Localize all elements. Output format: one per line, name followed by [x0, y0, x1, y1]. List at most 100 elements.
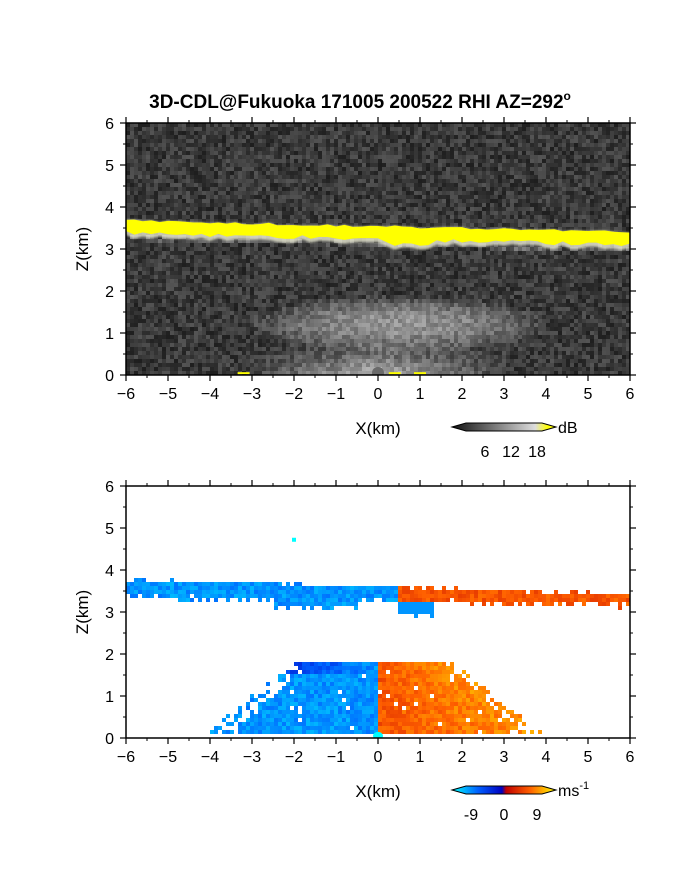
- backscatter-cell: [538, 271, 542, 275]
- backscatter-cell: [454, 207, 458, 211]
- backscatter-cell: [622, 195, 626, 199]
- backscatter-cell: [570, 263, 574, 267]
- backscatter-cell: [374, 135, 378, 139]
- backscatter-cell: [346, 187, 350, 191]
- backscatter-cell: [278, 259, 282, 263]
- backscatter-cell: [238, 151, 242, 155]
- backscatter-cell: [626, 127, 630, 131]
- backscatter-cell: [346, 147, 350, 151]
- backscatter-cell: [354, 199, 358, 203]
- backscatter-cell: [378, 143, 382, 147]
- backscatter-cell: [206, 139, 210, 143]
- backscatter-cell: [378, 131, 382, 135]
- backscatter-cell: [406, 223, 410, 227]
- backscatter-cell: [370, 179, 374, 183]
- backscatter-cell: [530, 191, 534, 195]
- backscatter-cell: [402, 135, 406, 139]
- backscatter-cell: [154, 215, 158, 219]
- backscatter-cell: [474, 163, 478, 167]
- backscatter-cell: [434, 151, 438, 155]
- backscatter-cell: [166, 159, 170, 163]
- backscatter-cell: [270, 131, 274, 135]
- backscatter-cell: [530, 211, 534, 215]
- backscatter-cell: [170, 163, 174, 167]
- backscatter-cell: [438, 159, 442, 163]
- backscatter-cell: [506, 271, 510, 275]
- backscatter-cell: [254, 243, 258, 247]
- backscatter-cell: [298, 259, 302, 263]
- backscatter-cell: [530, 263, 534, 267]
- backscatter-cell: [346, 139, 350, 143]
- backscatter-cell: [598, 171, 602, 175]
- backscatter-cell: [234, 163, 238, 167]
- backscatter-cell: [366, 203, 370, 207]
- backscatter-cell: [334, 163, 338, 167]
- backscatter-cell: [314, 203, 318, 207]
- backscatter-cell: [130, 243, 134, 247]
- backscatter-cell: [514, 151, 518, 155]
- backscatter-cell: [462, 263, 466, 267]
- backscatter-cell: [306, 179, 310, 183]
- backscatter-cell: [270, 279, 274, 283]
- backscatter-cell: [250, 239, 254, 243]
- backscatter-cell: [538, 207, 542, 211]
- backscatter-cell: [566, 195, 570, 199]
- backscatter-cell: [322, 179, 326, 183]
- backscatter-cell: [370, 131, 374, 135]
- backscatter-cell: [242, 199, 246, 203]
- backscatter-cell: [602, 147, 606, 151]
- backscatter-cell: [146, 151, 150, 155]
- backscatter-cell: [350, 267, 354, 271]
- backscatter-cell: [382, 255, 386, 259]
- backscatter-cell: [186, 175, 190, 179]
- backscatter-cell: [158, 139, 162, 143]
- backscatter-cell: [466, 171, 470, 175]
- backscatter-cell: [514, 263, 518, 267]
- backscatter-cell: [370, 191, 374, 195]
- backscatter-cell: [302, 151, 306, 155]
- backscatter-cell: [298, 163, 302, 167]
- backscatter-cell: [422, 199, 426, 203]
- backscatter-cell: [174, 207, 178, 211]
- backscatter-cell: [510, 155, 514, 159]
- backscatter-cell: [434, 243, 438, 247]
- backscatter-cell: [374, 219, 378, 223]
- backscatter-cell: [146, 147, 150, 151]
- backscatter-cell: [326, 207, 330, 211]
- backscatter-cell: [534, 183, 538, 187]
- backscatter-cell: [410, 271, 414, 275]
- backscatter-cell: [506, 267, 510, 271]
- backscatter-cell: [614, 267, 618, 271]
- backscatter-cell: [374, 163, 378, 167]
- backscatter-cell: [434, 259, 438, 263]
- backscatter-cell: [562, 123, 566, 127]
- backscatter-cell: [430, 211, 434, 215]
- backscatter-cell: [538, 199, 542, 203]
- backscatter-cell: [402, 275, 406, 279]
- backscatter-cell: [350, 207, 354, 211]
- backscatter-cell: [366, 195, 370, 199]
- backscatter-cell: [566, 159, 570, 163]
- backscatter-cell: [398, 195, 402, 199]
- backscatter-cell: [318, 239, 322, 243]
- backscatter-cell: [222, 259, 226, 263]
- backscatter-cell: [390, 191, 394, 195]
- backscatter-cell: [362, 163, 366, 167]
- backscatter-cell: [258, 135, 262, 139]
- backscatter-cell: [534, 147, 538, 151]
- backscatter-cell: [462, 179, 466, 183]
- backscatter-cell: [342, 255, 346, 259]
- backscatter-cell: [354, 215, 358, 219]
- backscatter-cell: [446, 195, 450, 199]
- backscatter-cell: [534, 271, 538, 275]
- backscatter-cell: [198, 191, 202, 195]
- backscatter-cell: [350, 167, 354, 171]
- backscatter-cell: [318, 195, 322, 199]
- backscatter-cell: [610, 219, 614, 223]
- backscatter-cell: [218, 263, 222, 267]
- backscatter-cell: [282, 267, 286, 271]
- backscatter-cell: [294, 179, 298, 183]
- backscatter-cell: [466, 143, 470, 147]
- backscatter-cell: [214, 167, 218, 171]
- backscatter-cell: [230, 219, 234, 223]
